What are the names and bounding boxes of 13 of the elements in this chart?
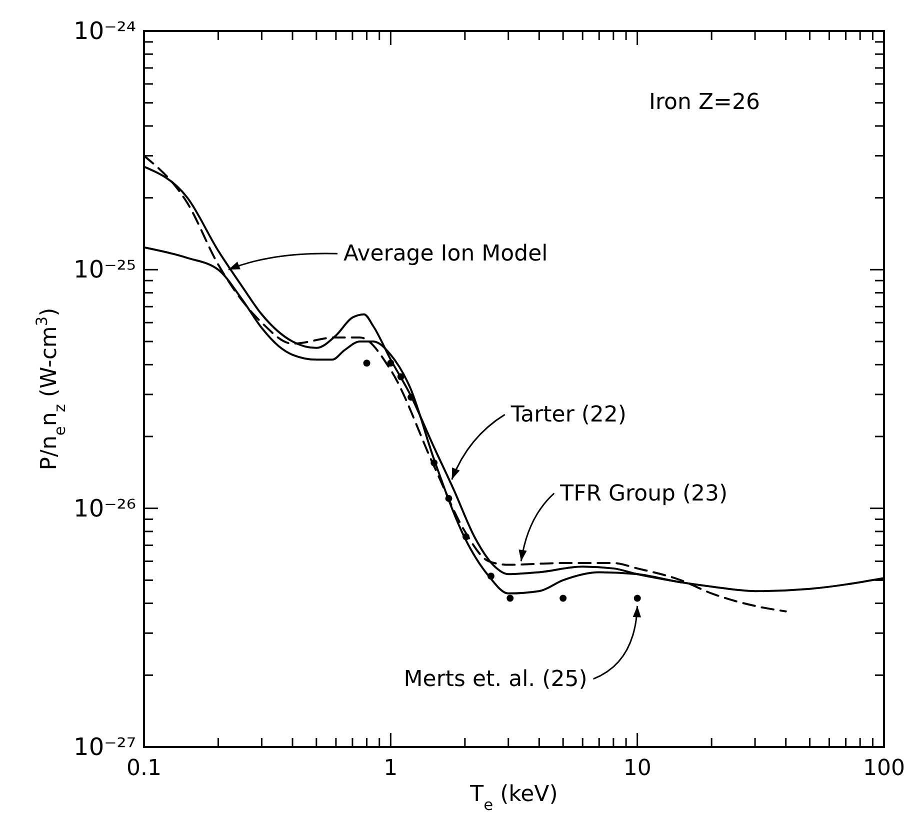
annotation: Merts et. al. (25)	[404, 666, 588, 692]
x-tick-label: 10	[623, 756, 652, 781]
x-tick-label: 0.1	[126, 756, 162, 781]
annotation: TFR Group (23)	[559, 481, 728, 506]
y-tick-label: 10⁻²⁶	[74, 494, 136, 522]
x-tick-label: 100	[863, 756, 905, 781]
y-tick-label: 10⁻²⁵	[74, 256, 136, 284]
x-axis-title: T$_{e}$ (keV)	[469, 782, 558, 814]
annotation: Average Ion Model	[343, 242, 548, 267]
annotation: Tarter (22)	[510, 402, 627, 428]
y-tick-label: 10⁻²⁴	[74, 17, 136, 45]
x-tick-label: 1	[384, 756, 398, 781]
annotation: Iron Z=26	[649, 90, 760, 115]
